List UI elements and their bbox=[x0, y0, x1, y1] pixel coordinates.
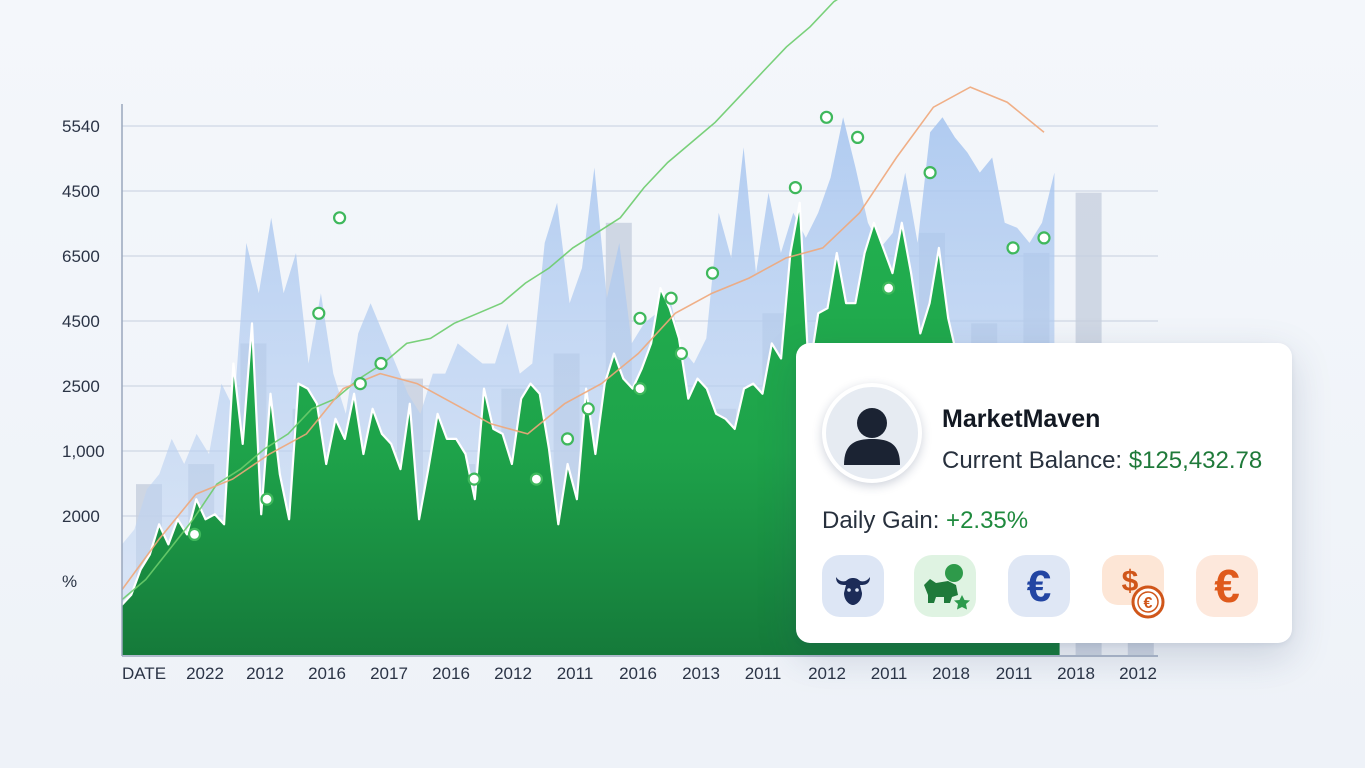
gain-row: Daily Gain: +2.35% bbox=[822, 507, 1028, 535]
euro-orange-button[interactable]: € bbox=[1196, 555, 1258, 617]
balance-value: $125,432.78 bbox=[1128, 447, 1263, 474]
gain-label: Daily Gain: bbox=[822, 507, 940, 534]
x-tick-label: 2018 bbox=[1057, 664, 1095, 683]
x-tick-labels: DATE 2022 2012 2016 2017 2016 2012 2011 2016 2013… bbox=[122, 664, 1157, 683]
line-series bbox=[121, 0, 1045, 601]
balance-row: Current Balance: $125,432.78 bbox=[942, 447, 1262, 475]
data-point bbox=[850, 130, 865, 144]
data-point bbox=[664, 291, 678, 305]
data-point bbox=[788, 181, 803, 195]
green-area-edge bbox=[121, 201, 1061, 606]
x-tick-label: 2012 bbox=[1119, 664, 1157, 683]
dollar-euro-icon: $ € bbox=[1102, 555, 1165, 619]
data-point-markers bbox=[187, 110, 1051, 542]
data-point bbox=[819, 110, 834, 124]
x-tick-label: 2012 bbox=[494, 664, 532, 683]
axes bbox=[121, 104, 1158, 657]
data-point bbox=[312, 306, 326, 320]
bull-market-button[interactable] bbox=[822, 555, 884, 617]
x-tick-label: 2011 bbox=[871, 664, 908, 683]
account-summary-card: MarketMaven Current Balance: $125,432.78… bbox=[796, 343, 1292, 643]
x-tick-label: 2012 bbox=[246, 664, 284, 683]
euro-icon: € bbox=[1008, 555, 1070, 617]
bull-star-button[interactable] bbox=[914, 555, 976, 617]
x-tick-label: 2016 bbox=[308, 664, 346, 683]
x-tick-label: 2011 bbox=[557, 664, 594, 683]
euro-button[interactable]: € bbox=[1008, 555, 1070, 617]
data-point bbox=[881, 281, 896, 295]
data-point bbox=[1037, 231, 1051, 245]
svg-text:€: € bbox=[1214, 560, 1240, 612]
x-tick-label: 2012 bbox=[808, 664, 846, 683]
data-point bbox=[529, 472, 544, 486]
avatar[interactable] bbox=[822, 383, 922, 483]
data-point bbox=[633, 382, 647, 396]
data-point bbox=[260, 492, 274, 506]
data-point bbox=[560, 432, 575, 446]
data-point bbox=[923, 166, 937, 180]
y-tick-label: 4500 bbox=[62, 312, 100, 331]
svg-text:€: € bbox=[1027, 562, 1051, 611]
user-icon bbox=[844, 408, 900, 465]
username: MarketMaven bbox=[942, 405, 1101, 433]
y-tick-label: 4500 bbox=[62, 182, 100, 201]
data-point bbox=[581, 402, 595, 416]
orange-trend-line bbox=[121, 86, 1045, 591]
green-trend-line bbox=[121, 0, 838, 601]
x-tick-label: 2011 bbox=[996, 664, 1033, 683]
x-tick-label: 2017 bbox=[370, 664, 408, 683]
data-point bbox=[374, 356, 388, 371]
data-point bbox=[333, 211, 347, 225]
euro-icon: € bbox=[1196, 555, 1258, 617]
data-point bbox=[187, 527, 202, 542]
bull-star-icon bbox=[914, 555, 976, 617]
y-tick-label: 6500 bbox=[62, 247, 100, 266]
x-tick-label: DATE bbox=[122, 664, 166, 683]
x-tick-label: 2011 bbox=[745, 664, 782, 683]
data-point bbox=[1006, 241, 1020, 255]
data-point bbox=[467, 472, 481, 486]
data-point bbox=[705, 266, 720, 280]
data-point bbox=[353, 377, 367, 391]
balance-label: Current Balance: bbox=[942, 447, 1123, 474]
y-tick-labels: 5540 4500 6500 4500 2500 1,000 2000% bbox=[62, 117, 105, 591]
y-tick-label: % bbox=[62, 572, 77, 591]
x-tick-label: 2016 bbox=[432, 664, 470, 683]
x-tick-label: 2022 bbox=[186, 664, 224, 683]
bull-icon bbox=[822, 555, 884, 617]
x-tick-label: 2013 bbox=[682, 664, 720, 683]
svg-text:$: $ bbox=[1122, 565, 1139, 598]
y-tick-label: 1,000 bbox=[62, 442, 105, 461]
data-point bbox=[633, 311, 647, 325]
x-tick-label: 2016 bbox=[619, 664, 657, 683]
data-point bbox=[674, 346, 689, 361]
dollar-euro-button[interactable]: $ € bbox=[1102, 555, 1165, 619]
y-tick-label: 2500 bbox=[62, 377, 100, 396]
x-tick-label: 2018 bbox=[932, 664, 970, 683]
y-tick-label: 2000 bbox=[62, 507, 100, 526]
gain-value: +2.35% bbox=[946, 507, 1029, 534]
svg-text:€: € bbox=[1144, 595, 1153, 612]
y-tick-label: 5540 bbox=[62, 117, 100, 136]
